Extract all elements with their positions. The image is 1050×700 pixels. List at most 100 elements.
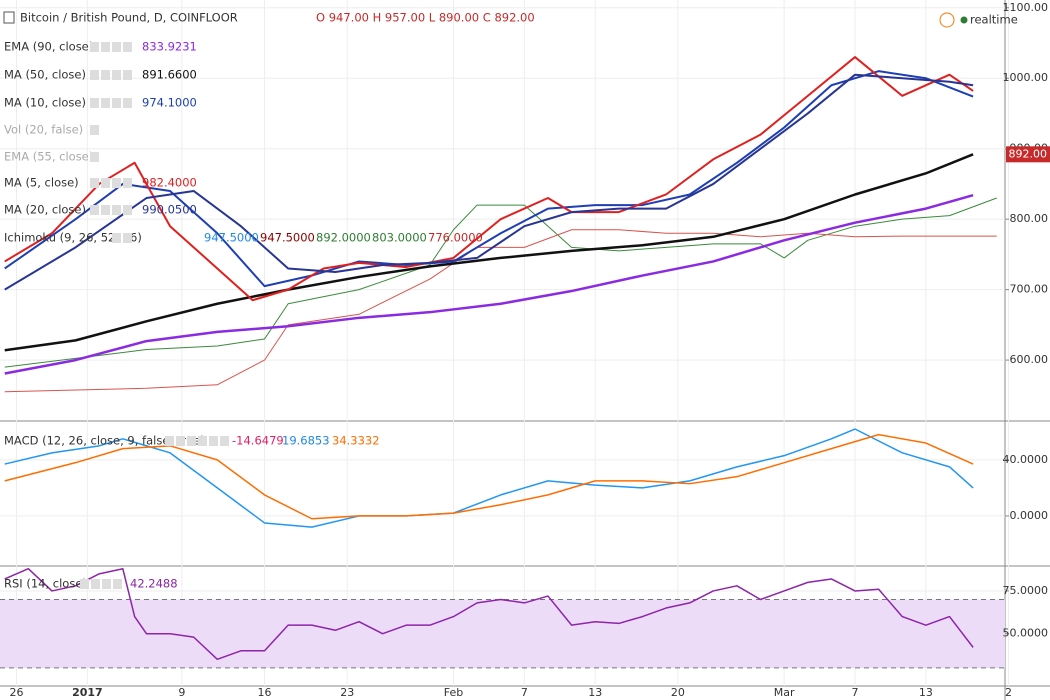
y-tick-label: 1100.00	[1003, 1, 1049, 14]
legend-icon[interactable]	[90, 152, 99, 162]
legend-icon[interactable]	[90, 205, 99, 215]
legend-icon[interactable]	[101, 98, 110, 108]
legend-value: 947.5000	[260, 231, 315, 245]
legend-icon[interactable]	[101, 42, 110, 52]
ohlc-label: O 947.00 H 957.00 L 890.00 C 892.00	[316, 11, 535, 25]
y-tick-label: 40.0000	[1003, 453, 1049, 466]
legend-value: 803.0000	[372, 231, 427, 245]
rsi-name: RSI (14, close)	[4, 577, 87, 591]
legend-icon[interactable]	[220, 436, 229, 446]
legend-value: 42.2488	[130, 577, 178, 591]
legend-name: EMA (55, close)	[4, 150, 93, 164]
labels: Bitcoin / British Pound, D, COINFLOOR O …	[3, 1, 1050, 699]
x-tick-label: 23	[340, 686, 354, 699]
legend-name: MA (50, close)	[4, 68, 86, 82]
legend-icon[interactable]	[112, 205, 121, 215]
legend-name: Vol (20, false)	[4, 123, 83, 137]
legend-icon[interactable]	[101, 70, 110, 80]
legend-value: 833.9231	[142, 40, 197, 54]
y-tick-label: 800.00	[1010, 212, 1049, 225]
y-tick-label: 1000.00	[1003, 71, 1049, 84]
moving-average-line	[4, 73, 974, 291]
moving-average-line	[4, 56, 974, 302]
legend-value: 34.3332	[332, 434, 380, 448]
x-tick-label: Mar	[774, 686, 795, 699]
legend-icon[interactable]	[187, 436, 196, 446]
legend-name: MA (20, close)	[4, 203, 86, 217]
legend-icon[interactable]	[123, 205, 132, 215]
legend-icon[interactable]	[209, 436, 218, 446]
x-tick-label: 2017	[72, 686, 103, 699]
legend-name: MA (5, close)	[4, 176, 79, 190]
x-tick-label: 16	[258, 686, 272, 699]
x-tick-label: 9	[178, 686, 185, 699]
status-dot	[960, 16, 968, 24]
legend-icon[interactable]	[112, 233, 121, 243]
warning-icon[interactable]	[939, 12, 955, 28]
macd-line	[4, 428, 974, 528]
legend-icon[interactable]	[198, 436, 207, 446]
legend-value: 776.0000	[428, 231, 483, 245]
x-tick-label: 13	[919, 686, 933, 699]
legend-icon[interactable]	[101, 178, 110, 188]
macd-name: MACD (12, 26, close, 9, false, true)	[4, 434, 205, 448]
y-tick-label: 75.0000	[1003, 584, 1049, 597]
x-tick-label: 26	[10, 686, 24, 699]
legend-icon[interactable]	[90, 70, 99, 80]
legend-name: MA (10, close)	[4, 96, 86, 110]
signal-line	[4, 433, 974, 520]
legend-icon[interactable]	[112, 70, 121, 80]
x-tick-label: 7	[852, 686, 859, 699]
chart-title: Bitcoin / British Pound, D, COINFLOOR	[20, 11, 238, 25]
legend-icon[interactable]	[90, 98, 99, 108]
moving-average-line	[4, 70, 974, 288]
legend-name: Ichimoku (9, 26, 52, 26)	[4, 231, 142, 245]
ichimoku-span	[4, 229, 997, 393]
last-price-tag	[1006, 146, 1050, 163]
rsi-line	[4, 567, 974, 661]
legend-value: 990.0500	[142, 203, 197, 217]
y-tick-label: 600.00	[1010, 353, 1049, 366]
y-tick-label: 700.00	[1010, 283, 1049, 296]
legend-icon[interactable]	[112, 178, 121, 188]
x-tick-label: 2	[1005, 686, 1012, 699]
legend-icon[interactable]	[123, 178, 132, 188]
legend-icon[interactable]	[90, 125, 99, 135]
marks	[4, 56, 997, 661]
legend-icon[interactable]	[90, 178, 99, 188]
legend-value: -14.6479	[232, 434, 284, 448]
legend-value: 892.0000	[316, 231, 371, 245]
legend-icon[interactable]	[101, 205, 110, 215]
y-tick-label: 50.0000	[1003, 627, 1049, 640]
legend-icon[interactable]	[123, 70, 132, 80]
legend-icon[interactable]	[123, 42, 132, 52]
legend-icon[interactable]	[165, 436, 174, 446]
moving-average-line	[4, 153, 974, 352]
legend-icon[interactable]	[123, 233, 132, 243]
legend-icon[interactable]	[91, 579, 100, 589]
legend-icon[interactable]	[176, 436, 185, 446]
legend-value: 982.4000	[142, 176, 197, 190]
legend-icon[interactable]	[102, 579, 111, 589]
legend-value: 974.1000	[142, 96, 197, 110]
legend-icon[interactable]	[80, 579, 89, 589]
legend-icon[interactable]	[113, 579, 122, 589]
legend-icon[interactable]	[112, 42, 121, 52]
legend-icon[interactable]	[90, 42, 99, 52]
legend-value: 947.5000	[204, 231, 259, 245]
x-tick-label: 7	[521, 686, 528, 699]
legend-icon[interactable]	[123, 98, 132, 108]
legend-value: 19.6853	[282, 434, 330, 448]
x-tick-label: Feb	[444, 686, 463, 699]
moving-average-line	[4, 193, 974, 375]
legend-name: EMA (90, close)	[4, 40, 93, 54]
collapse-icon[interactable]	[3, 11, 15, 24]
legend-icon[interactable]	[112, 98, 121, 108]
x-tick-label: 13	[588, 686, 602, 699]
legend-value: 891.6600	[142, 68, 197, 82]
y-tick-label: 0.0000	[1010, 509, 1049, 522]
x-tick-label: 20	[671, 686, 685, 699]
last-price-label: 892.00	[1009, 147, 1048, 160]
